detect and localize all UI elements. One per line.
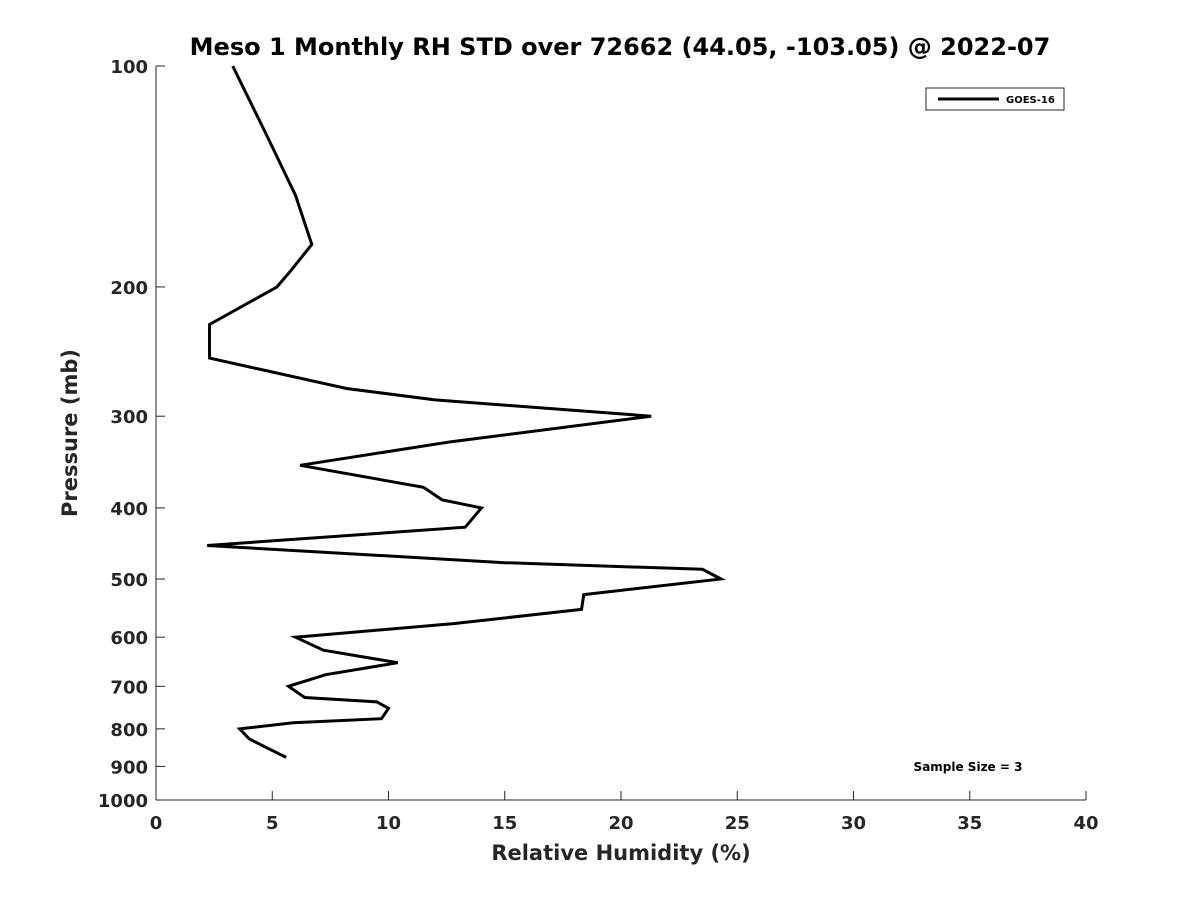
y-tick-label: 200	[110, 278, 148, 299]
plot-area	[207, 65, 727, 759]
y-tick-label: 600	[110, 628, 148, 649]
x-tick-label: 15	[492, 813, 517, 834]
x-tick-label: 25	[725, 813, 750, 834]
x-axis-label: Relative Humidity (%)	[491, 841, 750, 865]
x-tick-label: 10	[376, 813, 401, 834]
x-tick-label: 40	[1073, 813, 1098, 834]
x-tick-label: 30	[841, 813, 866, 834]
x-tick-label: 0	[150, 813, 163, 834]
y-tick-label: 400	[110, 499, 148, 520]
y-tick-label: 900	[110, 757, 148, 778]
x-tick-label: 5	[266, 813, 279, 834]
y-tick-label: 1000	[98, 791, 148, 812]
y-axis-label: Pressure (mb)	[58, 349, 82, 517]
series-line-goes-16	[207, 65, 727, 759]
y-axis-ticks: 100 200 300 400 500 600 700 800 900 1000	[98, 57, 165, 812]
legend: GOES-16	[925, 87, 1065, 111]
legend-entry-goes-16: GOES-16	[1006, 95, 1055, 106]
y-tick-label: 500	[110, 570, 148, 591]
y-tick-label: 800	[110, 720, 148, 741]
x-axis-ticks: 0 5 10 15 20 25 30 35 40	[150, 791, 1099, 834]
chart-title: Meso 1 Monthly RH STD over 72662 (44.05,…	[190, 33, 1051, 61]
y-tick-label: 300	[110, 407, 148, 428]
y-tick-label: 700	[110, 677, 148, 698]
x-tick-label: 35	[957, 813, 982, 834]
x-tick-label: 20	[608, 813, 633, 834]
sample-size-note: Sample Size = 3	[914, 760, 1023, 774]
y-tick-label: 100	[110, 57, 148, 78]
